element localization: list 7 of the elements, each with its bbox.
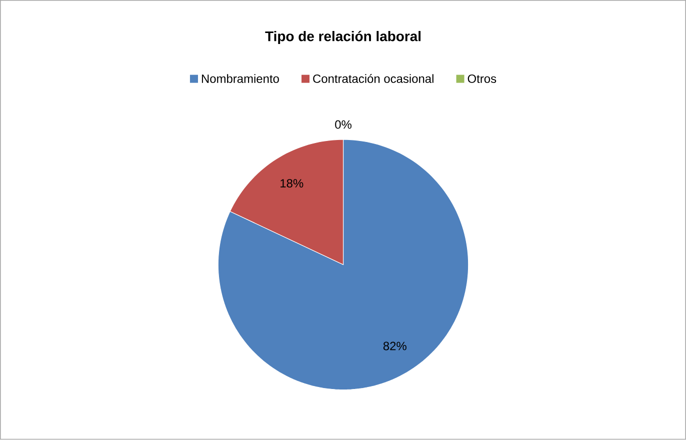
data-label: 18% xyxy=(280,179,304,188)
legend-label: Contratación ocasional xyxy=(313,74,434,84)
legend-label: Otros xyxy=(468,74,496,84)
legend-label: Nombramiento xyxy=(202,74,279,84)
data-label: 82% xyxy=(383,342,406,350)
text: 0% xyxy=(335,120,352,129)
chart-title: Tipo de relación laboral xyxy=(265,30,421,44)
